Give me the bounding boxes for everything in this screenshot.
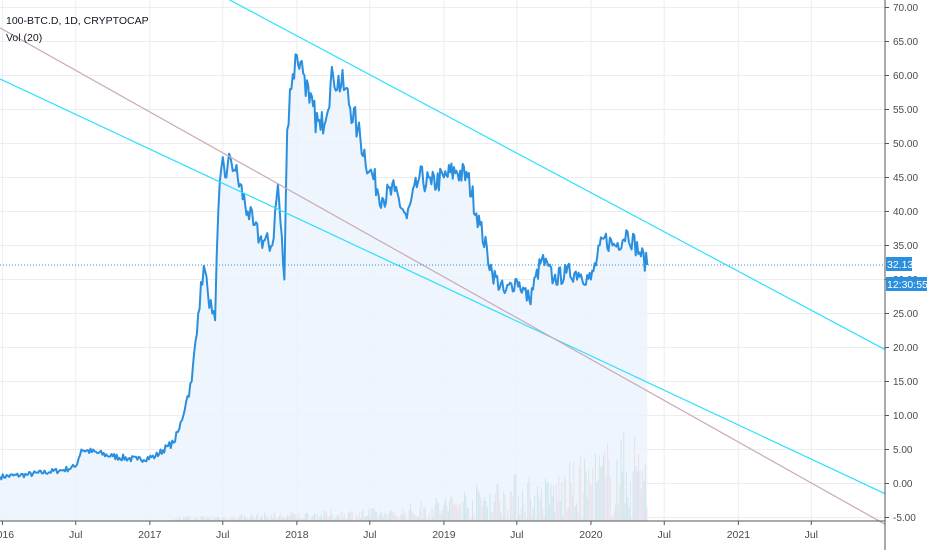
y-tick-label: 20.00 (893, 343, 918, 354)
x-tick-label: 2021 (727, 529, 751, 541)
x-tick-label: 2020 (579, 529, 603, 541)
y-tick-label: 65.00 (893, 37, 918, 48)
x-tick-label: 2016 (0, 529, 14, 541)
price-badge: 32.13 (887, 259, 913, 271)
x-tick-label: Jul (510, 529, 523, 541)
legend: 100-BTC.D, 1D, CRYPTOCAP Vol (20) (6, 13, 149, 47)
diagonal-trendline[interactable] (0, 27, 886, 525)
symbol-label[interactable]: 100-BTC.D, 1D, CRYPTOCAP (6, 15, 149, 27)
y-tick-label: -5.00 (893, 513, 916, 524)
x-tick-label: Jul (363, 529, 376, 541)
price-line-path (0, 53, 649, 481)
y-tick-label: 25.00 (893, 309, 918, 320)
y-tick-label: 40.00 (893, 207, 918, 218)
x-tick-label: 2019 (432, 529, 456, 541)
y-tick-label: 70.00 (893, 3, 918, 14)
countdown-badge: 12:30:55 (887, 279, 928, 291)
y-tick-label: 35.00 (893, 241, 918, 252)
y-tick-label: 0.00 (893, 479, 913, 490)
countdown-badge-bg (886, 277, 927, 291)
x-tick-label: Jul (805, 529, 818, 541)
y-tick-label: 50.00 (893, 139, 918, 150)
x-tick-label: 2018 (285, 529, 309, 541)
x-tick-label: Jul (216, 529, 229, 541)
trendlines[interactable] (0, 0, 886, 525)
price-area (0, 54, 648, 522)
y-tick-label: 15.00 (893, 377, 918, 388)
price-badge-bg (886, 257, 912, 271)
y-tick-label: 60.00 (893, 71, 918, 82)
axes: 70.00 65.00 60.00 55.00 50.00 45.00 40.00 35.00… (0, 0, 918, 550)
y-tick-label: 5.00 (893, 445, 913, 456)
y-tick-label: 55.00 (893, 105, 918, 116)
y-tick-label: 45.00 (893, 173, 918, 184)
x-tick-label: Jul (658, 529, 671, 541)
y-tick-label: 10.00 (893, 411, 918, 422)
lower-trendline[interactable] (0, 78, 886, 495)
volume-label[interactable]: Vol (20) (6, 32, 43, 44)
price-line (0, 53, 649, 481)
badges: 32.13 12:30:55 (886, 257, 928, 291)
price-area-fill (0, 54, 648, 522)
upper-trendline[interactable] (218, 0, 886, 351)
x-tick-label: Jul (69, 529, 82, 541)
x-tick-label: 2017 (138, 529, 162, 541)
